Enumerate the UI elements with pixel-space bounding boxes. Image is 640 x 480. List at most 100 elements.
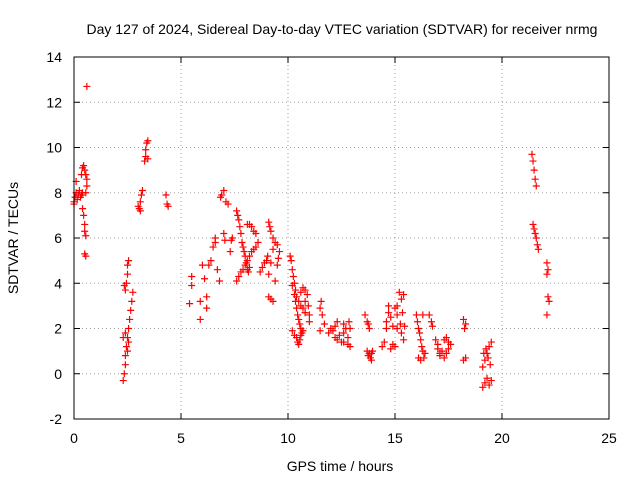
data-point xyxy=(241,261,249,269)
data-point xyxy=(427,318,435,326)
data-point xyxy=(528,150,536,158)
data-point xyxy=(136,207,144,215)
data-point xyxy=(395,288,403,296)
data-point xyxy=(530,166,538,174)
data-point xyxy=(164,202,172,210)
data-point xyxy=(530,225,538,233)
data-point xyxy=(385,302,393,310)
data-point xyxy=(296,320,304,328)
data-point xyxy=(79,205,87,213)
data-point xyxy=(393,311,401,319)
data-point xyxy=(245,252,253,260)
data-point xyxy=(393,302,401,310)
data-point xyxy=(447,340,455,348)
data-point xyxy=(129,288,137,296)
data-point xyxy=(301,286,309,294)
data-point xyxy=(397,329,405,337)
data-point xyxy=(391,343,399,351)
data-point xyxy=(529,157,537,165)
data-point xyxy=(417,336,425,344)
data-point xyxy=(534,245,542,253)
data-point xyxy=(434,345,442,353)
data-point xyxy=(121,329,129,337)
y-axis-label: SDTVAR / TECUs xyxy=(5,182,21,294)
data-point xyxy=(128,297,136,305)
data-point xyxy=(340,329,348,337)
y-tick-label: 12 xyxy=(46,94,62,110)
data-point xyxy=(271,277,279,285)
data-point xyxy=(380,338,388,346)
data-point xyxy=(239,266,247,274)
data-point xyxy=(121,352,129,360)
data-point xyxy=(345,318,353,326)
data-point xyxy=(138,186,146,194)
x-tick-label: 0 xyxy=(70,430,78,446)
data-point xyxy=(481,379,489,387)
data-point xyxy=(291,297,299,305)
data-point xyxy=(207,257,215,265)
data-point xyxy=(529,220,537,228)
data-point xyxy=(265,270,273,278)
data-point xyxy=(198,261,206,269)
data-point xyxy=(186,300,194,308)
data-point xyxy=(120,282,128,290)
data-point xyxy=(442,334,450,342)
data-point xyxy=(305,318,313,326)
data-point xyxy=(213,266,221,274)
data-point xyxy=(264,252,272,260)
data-point xyxy=(240,248,248,256)
data-point xyxy=(269,234,277,242)
data-point xyxy=(124,261,131,269)
data-point xyxy=(364,320,372,328)
data-point xyxy=(487,338,495,346)
data-point xyxy=(483,374,491,382)
data-point xyxy=(244,268,252,276)
data-point xyxy=(81,220,89,228)
data-point xyxy=(398,309,406,317)
x-tick-label: 15 xyxy=(387,430,403,446)
data-point xyxy=(124,347,131,355)
data-point xyxy=(237,229,245,237)
data-point xyxy=(329,327,337,335)
y-tick-label: 2 xyxy=(54,321,62,337)
data-point xyxy=(531,175,539,183)
data-point xyxy=(221,236,229,244)
data-point xyxy=(203,304,211,312)
data-point xyxy=(544,266,552,274)
data-point xyxy=(333,336,341,344)
data-point xyxy=(317,297,325,305)
data-point xyxy=(480,349,488,357)
data-point xyxy=(462,354,470,362)
data-point xyxy=(346,343,354,351)
data-point xyxy=(188,272,196,280)
data-point xyxy=(144,155,152,163)
data-point xyxy=(545,297,553,305)
data-point xyxy=(293,304,301,312)
data-point xyxy=(243,257,251,265)
data-point xyxy=(81,227,89,235)
data-point xyxy=(220,229,228,237)
y-tick-label: 6 xyxy=(54,230,62,246)
data-point xyxy=(188,282,196,290)
data-point xyxy=(400,336,408,344)
data-point xyxy=(415,325,423,332)
data-point xyxy=(235,216,243,224)
data-point xyxy=(203,293,211,301)
data-point xyxy=(397,295,405,303)
data-point xyxy=(220,186,228,194)
data-point xyxy=(428,322,436,330)
data-point xyxy=(269,297,277,305)
data-point xyxy=(82,189,90,197)
data-point xyxy=(421,349,429,357)
data-point xyxy=(438,347,446,355)
y-tick-label: 14 xyxy=(46,49,62,65)
data-point xyxy=(266,223,274,231)
data-point xyxy=(196,315,204,323)
data-point xyxy=(120,370,128,378)
x-axis-label: GPS time / hours xyxy=(287,458,394,474)
data-point xyxy=(233,277,241,285)
data-point xyxy=(218,191,226,199)
data-point xyxy=(274,254,282,262)
data-point xyxy=(121,286,129,294)
data-point xyxy=(413,318,421,326)
